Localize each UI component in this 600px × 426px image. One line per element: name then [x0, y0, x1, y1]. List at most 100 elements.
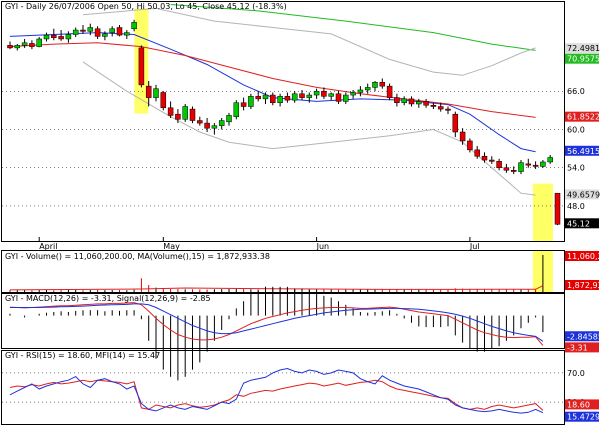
month-label: Jun: [316, 242, 330, 251]
price-panel-title: GYI - Daily 26/07/2006 Open 50, Hi 50.03…: [5, 2, 287, 11]
price-tag-label: 45.12: [567, 219, 590, 228]
candle-body: [547, 157, 553, 163]
price-tag-label: -3.31: [567, 343, 588, 352]
series-band_upper: [82, 7, 536, 76]
price-tag-label: 11,060,200: [567, 252, 600, 261]
price-tag-label: 15.4729: [567, 413, 600, 422]
month-label: Jul: [469, 242, 480, 251]
candle-body: [87, 27, 94, 32]
price-ytick-label: 60.0: [567, 125, 585, 134]
candle-body: [474, 149, 480, 157]
candle-body: [255, 96, 261, 100]
candle-body: [445, 108, 451, 111]
price-ytick-label: 54.0: [567, 164, 585, 173]
macd-series-line: [9, 302, 544, 346]
candle-body: [394, 97, 400, 103]
month-label: May: [163, 242, 180, 251]
candle-body: [328, 93, 334, 97]
price-tag-bg: [565, 251, 599, 261]
candle-body: [335, 93, 342, 102]
candle-body: [226, 115, 232, 123]
price-tag-bg: [565, 280, 599, 290]
candle-body: [182, 106, 188, 120]
candle-body: [189, 108, 196, 121]
candle-body: [299, 93, 305, 98]
candle-body: [36, 38, 42, 47]
candle-body: [284, 96, 291, 101]
candle-body: [240, 102, 247, 107]
candle-body: [379, 82, 386, 87]
macd-panel: GYI - MACD(12,26) = -3.31, Signal(12,26,…: [1, 286, 600, 381]
price-tag-bg: [565, 189, 599, 200]
candle-body: [321, 90, 327, 97]
price-tag-label: 1,872,933: [567, 281, 600, 290]
volume-panel-title: GYI - Volume() = 11,060,200.00, MA(Volum…: [5, 252, 270, 261]
macd-series-line: [10, 303, 544, 342]
candle-body: [496, 161, 502, 168]
candle-body: [408, 98, 415, 105]
candle-body: [51, 34, 57, 38]
price-tag-bg: [565, 53, 599, 64]
candle-body: [131, 22, 137, 30]
candle-body: [503, 167, 510, 171]
candle-body: [554, 192, 561, 225]
candle-body: [116, 27, 123, 36]
price-tag-bg: [565, 43, 599, 54]
candle-body: [138, 47, 145, 86]
price-tag-bg: [565, 331, 599, 342]
price-tag-label: -2.84585: [567, 332, 600, 341]
candle-body: [145, 85, 152, 98]
candle-body: [65, 34, 72, 40]
candle-body: [58, 36, 64, 40]
candle-body: [364, 87, 371, 91]
price-ytick-label: 48.0: [567, 202, 585, 211]
volume-ma-line: [9, 285, 544, 291]
price-tag-bg: [565, 218, 599, 229]
candle-body: [7, 45, 13, 49]
candle-body: [313, 90, 320, 96]
candle-body: [248, 96, 254, 107]
price-tag-label: 49.6579: [567, 190, 600, 199]
candle-body: [525, 163, 532, 166]
series-ma_green: [170, 4, 536, 51]
price-tag-bg: [565, 342, 599, 353]
rsi-mfi-panel-title: GYI - RSI(15) = 18.60, MFI(14) = 15.47: [5, 351, 160, 360]
candle-body: [262, 94, 269, 100]
candle-body: [197, 120, 203, 124]
price-tag-bg: [565, 411, 599, 422]
price-tag-bg: [565, 399, 599, 410]
series-ma_red: [9, 42, 536, 118]
rsi-series-line: [9, 367, 544, 414]
highlight-box-2: [532, 183, 553, 241]
candle-body: [109, 28, 115, 33]
candle-body: [306, 94, 313, 98]
candle-body: [343, 94, 349, 102]
candle-body: [386, 85, 393, 98]
candle-body: [481, 155, 488, 161]
candle-body: [72, 29, 79, 35]
candle-body: [218, 120, 225, 126]
candle-body: [437, 106, 444, 110]
candle-body: [357, 89, 364, 93]
candle-body: [21, 42, 28, 46]
candle-body: [540, 161, 546, 167]
candle-body: [80, 29, 86, 32]
candle-body: [43, 34, 50, 40]
candle-body: [459, 131, 466, 142]
price-tag-label: 72.4981: [567, 44, 600, 53]
candle-body: [102, 33, 108, 37]
candle-body: [277, 96, 283, 103]
price-tag-label: 18.60: [567, 400, 590, 409]
candle-body: [124, 32, 130, 36]
candle-body: [160, 92, 167, 109]
candle-body: [467, 140, 473, 151]
candle-body: [14, 45, 21, 49]
rsi-ytick-label: 70.0: [567, 369, 585, 378]
candle-body: [94, 28, 101, 37]
candle-body: [489, 159, 495, 162]
candle-body: [291, 93, 298, 101]
candle-body: [401, 98, 407, 103]
candle-body: [430, 104, 437, 107]
macd-panel-title: GYI - MACD(12,26) = -3.31, Signal(12,26,…: [5, 294, 211, 303]
